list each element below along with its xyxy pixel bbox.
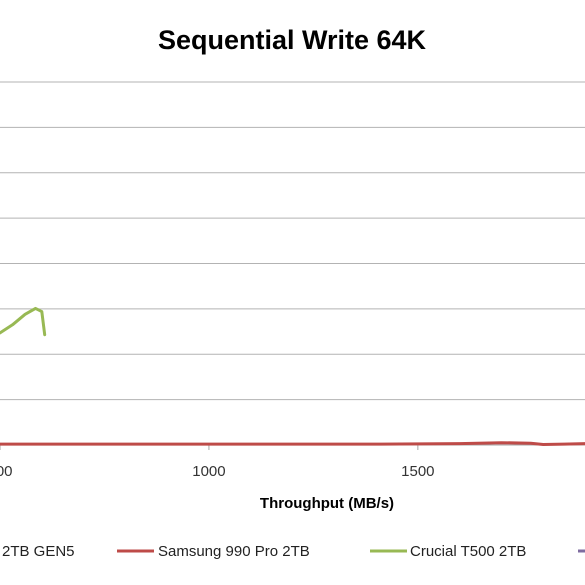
legend-label: Samsung 990 Pro 2TB <box>158 543 310 560</box>
series-lines <box>0 306 585 446</box>
legend-label: 2TB GEN5 <box>2 543 75 560</box>
legend-label: Crucial T500 2TB <box>410 543 526 560</box>
series-line <box>0 441 585 446</box>
x-tick-label: 500 <box>0 463 13 480</box>
legend: 2TB GEN5 Samsung 990 Pro 2TB Crucial T500 … <box>2 543 585 560</box>
x-tick-label: 1000 <box>192 463 225 480</box>
chart-title: Sequential Write 64K <box>158 25 427 55</box>
x-tick-label: 1500 <box>401 463 434 480</box>
x-tick-labels: 500 1000 1500 <box>0 463 435 480</box>
gridlines <box>0 81 585 450</box>
x-axis-label: Throughput (MB/s) <box>260 495 394 512</box>
series-line <box>0 306 47 337</box>
